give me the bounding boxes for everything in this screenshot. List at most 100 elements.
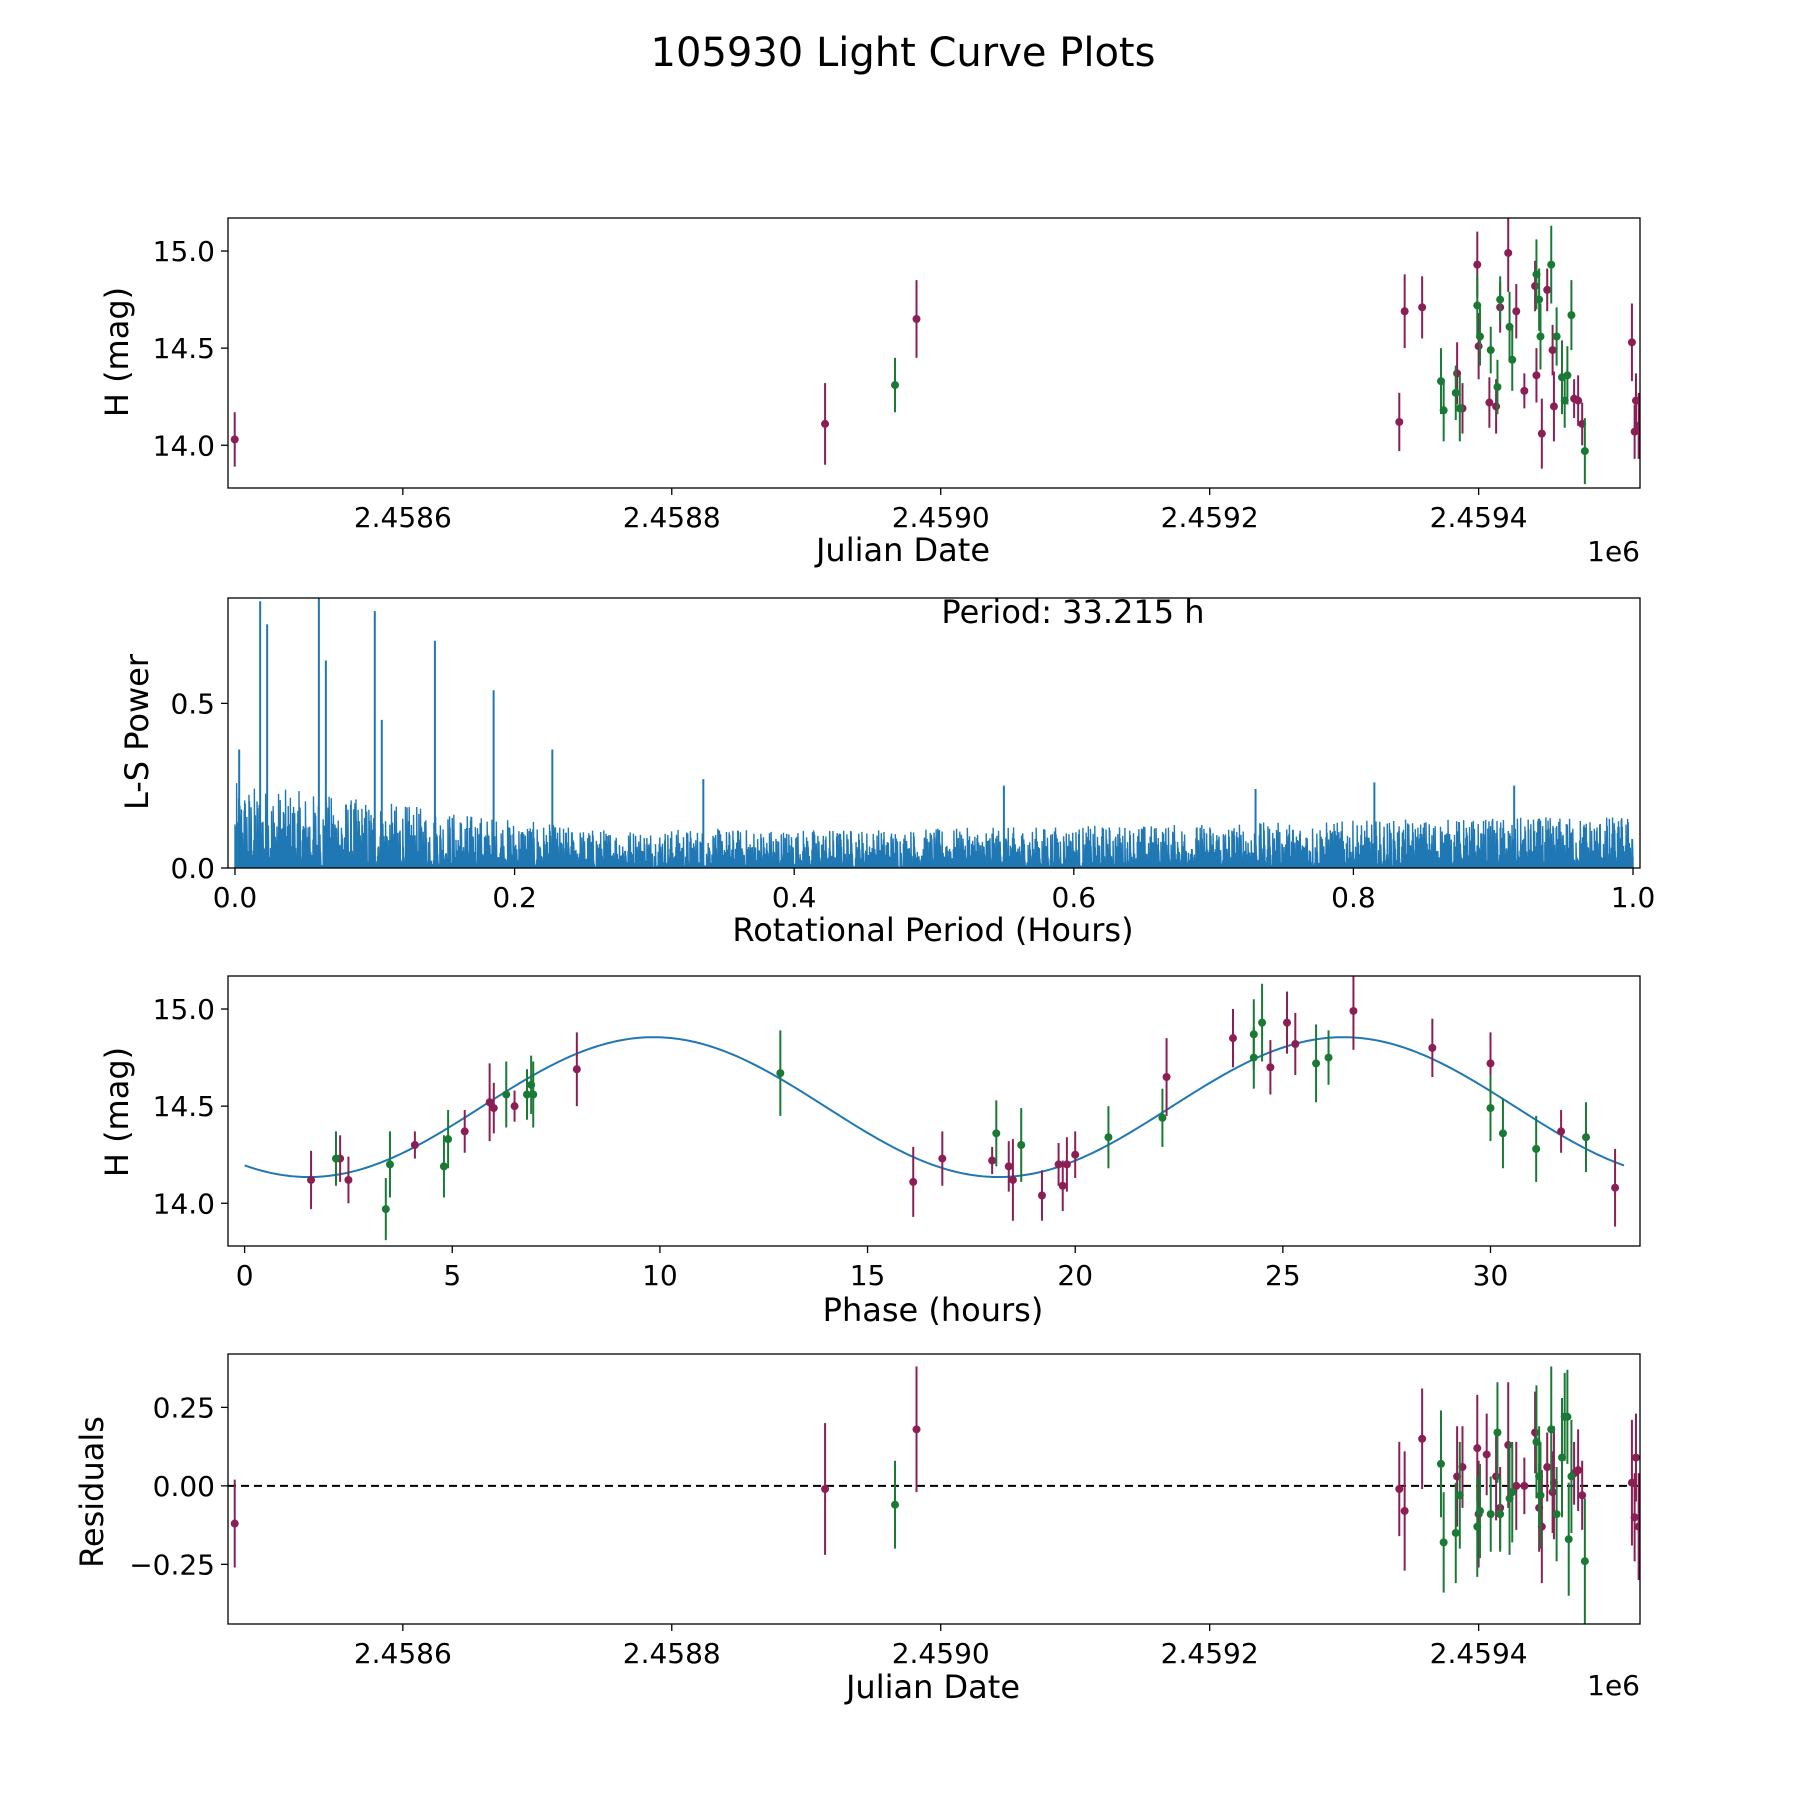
raw-x-tick-label: 2.4592	[1161, 501, 1259, 534]
phased-data-point-green	[1104, 1133, 1113, 1142]
raw-data-point-maroon	[1512, 307, 1521, 316]
phased-data-point-green	[992, 1129, 1001, 1138]
phased-data-point-green	[523, 1090, 532, 1099]
raw-data-point-green	[1493, 382, 1502, 391]
residuals-data-point-green	[1536, 1491, 1545, 1500]
phased-data-point-maroon	[307, 1175, 316, 1184]
phased-data-point-maroon	[1266, 1063, 1275, 1072]
raw-data-point-green	[1496, 295, 1505, 304]
phased-data-point-maroon	[1037, 1191, 1046, 1200]
residuals-y-tick-label: −0.25	[129, 1548, 215, 1581]
raw-data-point-green	[1547, 260, 1556, 269]
phased-data-point-green	[1486, 1104, 1495, 1113]
residuals-y-axis-label: Residuals	[73, 1416, 111, 1568]
phased-data-point-maroon	[510, 1102, 519, 1111]
residuals-x-tick-label: 2.4586	[354, 1637, 452, 1670]
residuals-data-point-green	[1496, 1510, 1505, 1519]
raw-data-point-green	[1439, 406, 1448, 415]
phased-data-point-green	[1498, 1129, 1507, 1138]
raw-x-axis-label: Julian Date	[814, 531, 990, 569]
phased-data-point-maroon	[1291, 1039, 1300, 1048]
raw-data-point-green	[1451, 388, 1460, 397]
phased-y-tick-label: 15.0	[153, 993, 215, 1026]
phased-axis-ticks: 0 5 10 15 20 25 30 14.0 14.5 15.0	[153, 993, 1509, 1292]
raw-data-point-maroon	[1395, 417, 1404, 426]
periodogram-x-tick-label: 0.0	[213, 881, 258, 914]
raw-data-point-maroon	[1520, 386, 1529, 395]
residuals-data-point-maroon	[1578, 1491, 1587, 1500]
raw-x-offset-label: 1e6	[1587, 535, 1640, 568]
residuals-data-point-maroon	[1634, 1522, 1640, 1531]
raw-data-point-green	[1508, 355, 1517, 364]
phased-x-tick-label: 25	[1265, 1259, 1301, 1292]
residuals-data-point-green	[1535, 1472, 1544, 1481]
residuals-data-point-maroon	[821, 1485, 830, 1493]
phased-y-tick-label: 14.0	[153, 1187, 215, 1220]
periodogram-data	[234, 598, 1634, 868]
residuals-data-point-maroon	[1631, 1453, 1640, 1462]
raw-data-point-maroon	[1574, 396, 1583, 405]
residuals-data-point-maroon	[1630, 1513, 1639, 1522]
phased-data-point-green	[385, 1160, 394, 1169]
residuals-data-point-green	[1508, 1488, 1517, 1497]
residuals-data-point-maroon	[1492, 1472, 1501, 1481]
phased-x-axis-label: Phase (hours)	[823, 1291, 1044, 1329]
phased-data-point-maroon	[344, 1175, 353, 1184]
raw-data-point-maroon	[1474, 342, 1483, 351]
raw-data-point-maroon	[1492, 402, 1501, 411]
residuals-data-point-green	[1493, 1428, 1502, 1437]
phased-data-point-maroon	[1162, 1073, 1171, 1082]
residuals-data-point-green	[1547, 1425, 1556, 1434]
raw-y-tick-label: 14.5	[153, 332, 215, 365]
phased-plot-frame	[227, 975, 1641, 1247]
phased-data-point-green	[776, 1069, 785, 1078]
periodogram-x-tick-label: 1.0	[1611, 881, 1656, 914]
residuals-x-tick-label: 2.4592	[1161, 1637, 1259, 1670]
phased-fit-curve	[244, 1036, 1625, 1179]
phased-data-point-maroon	[1428, 1043, 1437, 1052]
phased-data-point-green	[1017, 1140, 1026, 1149]
residuals-x-axis-label: Julian Date	[844, 1668, 1020, 1706]
raw-data-point-green	[1486, 346, 1495, 355]
raw-data-point-green	[891, 381, 900, 390]
phased-data-point-maroon	[1229, 1034, 1238, 1043]
phased-data-point-green	[502, 1090, 511, 1099]
raw-axis-ticks: 2.4586 2.4588 2.4590 2.4592 2.4594 14.0 14.5 15…	[153, 235, 1528, 534]
raw-data-point-maroon	[912, 315, 921, 324]
raw-data-point-maroon	[1549, 402, 1558, 411]
residuals-data-point-maroon	[1395, 1485, 1404, 1493]
raw-data-point-maroon	[1531, 281, 1540, 290]
phased-data-point-maroon	[1486, 1059, 1495, 1068]
residuals-data-point-maroon	[1512, 1481, 1521, 1490]
residuals-data-point-green	[1436, 1459, 1445, 1468]
period-annotation: Period: 33.215 h	[941, 593, 1204, 631]
phased-data-point-maroon	[1283, 1018, 1291, 1027]
phased-x-tick-label: 15	[850, 1259, 886, 1292]
residuals-data-point-green	[1451, 1528, 1460, 1537]
raw-data-point-green	[1580, 447, 1589, 456]
periodogram-y-axis-label: L-S Power	[118, 653, 156, 810]
phased-x-tick-label: 5	[443, 1259, 461, 1292]
phased-data-point-green	[1312, 1059, 1321, 1068]
residuals-y-tick-label: 0.00	[153, 1470, 215, 1503]
raw-data-point-maroon	[1504, 248, 1513, 257]
raw-x-tick-label: 2.4594	[1430, 501, 1528, 534]
residuals-data-point-maroon	[1520, 1481, 1529, 1490]
raw-x-tick-label: 2.4588	[623, 501, 721, 534]
phased-data-point-maroon	[410, 1140, 419, 1149]
periodogram-power-line	[234, 783, 1634, 868]
periodogram-panel: 0.0 0.2 0.4 0.6 0.8 1.0 0.0 0.5 Rotational Peri…	[118, 593, 1655, 949]
phased-data-point-green	[331, 1154, 340, 1163]
raw-data-point-green	[1535, 295, 1544, 304]
raw-data-point-green	[1563, 371, 1572, 380]
phased-data-point-green	[381, 1205, 390, 1214]
raw-x-tick-label: 2.4590	[892, 501, 990, 534]
phased-light-curve-data	[244, 976, 1625, 1241]
residuals-data-point-maroon	[1543, 1463, 1552, 1472]
residuals-data-point-maroon	[1482, 1450, 1491, 1459]
raw-data-point-green	[1536, 332, 1545, 341]
residuals-data-point-green	[1486, 1510, 1495, 1519]
periodogram-axis-ticks: 0.0 0.2 0.4 0.6 0.8 1.0 0.0 0.5	[170, 687, 1655, 914]
phased-data-point-green	[1532, 1144, 1541, 1153]
